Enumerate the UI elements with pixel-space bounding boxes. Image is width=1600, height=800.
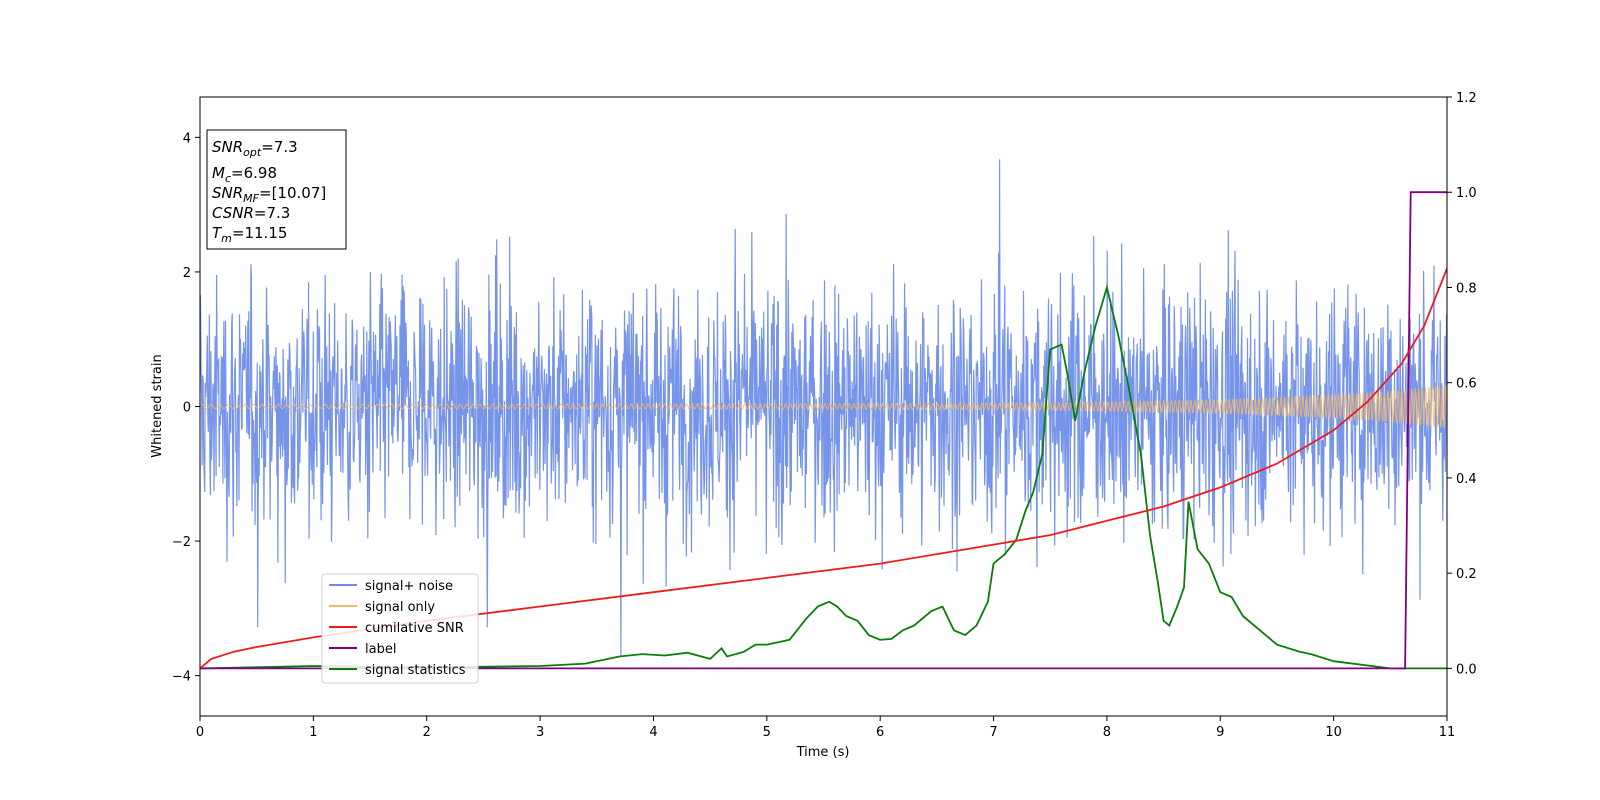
x-tick-label: 10 (1325, 725, 1342, 740)
y2-tick-label: 0.4 (1456, 472, 1477, 487)
x-tick-label: 9 (1216, 725, 1224, 740)
legend-label-signal-only: signal only (365, 600, 435, 615)
x-tick-label: 1 (309, 725, 317, 740)
parameter-annotation-box: SNRopt=7.3 Mc=6.98 SNRMF=[10.07] CSNR=7.… (206, 129, 347, 250)
x-tick-label: 8 (1103, 725, 1111, 740)
x-tick-label: 6 (876, 725, 884, 740)
snr-mf-text: SNRMF=[10.07] (212, 184, 326, 205)
legend-label-signal-statistics: signal statistics (365, 663, 466, 678)
legend-label-signal-noise: signal+ noise (365, 579, 453, 594)
series-cumulative-snr (200, 268, 1447, 670)
x-tick-label: 7 (989, 725, 997, 740)
y-tick-label: 2 (183, 266, 191, 281)
legend-label-cumulative-snr: cumilative SNR (365, 621, 464, 636)
y-axis-label: Whitened strain (150, 354, 165, 457)
y-axis-left: −4 −2 0 2 4 (172, 131, 200, 685)
x-tick-label: 0 (196, 725, 204, 740)
y2-tick-label: 1.2 (1456, 91, 1477, 106)
mc-text: Mc=6.98 (212, 164, 277, 185)
series-signal-noise (200, 159, 1447, 656)
x-tick-label: 4 (649, 725, 657, 740)
series-signal-statistics (200, 284, 1447, 670)
legend-label-label: label (365, 642, 396, 657)
y-axis-right: 0.0 0.2 0.4 0.6 0.8 1.0 1.2 (1447, 91, 1477, 677)
series-label (200, 191, 1447, 670)
tm-text: Tm=11.15 (212, 224, 287, 245)
x-axis-label: Time (s) (796, 745, 850, 760)
csnr-text: CSNR=7.3 (212, 204, 290, 222)
y-tick-label: 0 (183, 401, 191, 416)
x-axis: 0 1 2 3 4 5 6 7 8 9 10 11 (196, 716, 1455, 740)
y-tick-label: 4 (183, 131, 191, 146)
y2-tick-label: 0.2 (1456, 567, 1477, 582)
y2-tick-label: 0.6 (1456, 377, 1477, 392)
x-tick-label: 3 (536, 725, 544, 740)
y2-tick-label: 1.0 (1456, 186, 1477, 201)
x-tick-label: 2 (423, 725, 431, 740)
x-tick-label: 5 (763, 725, 771, 740)
y-tick-label: −2 (172, 535, 191, 550)
series-signal-only (200, 384, 1447, 428)
x-tick-label: 11 (1439, 725, 1456, 740)
y2-tick-label: 0.0 (1456, 662, 1477, 677)
snr-opt-text: SNRopt=7.3 (212, 138, 298, 159)
y2-tick-label: 0.8 (1456, 281, 1477, 296)
y-tick-label: −4 (172, 670, 191, 685)
legend: signal+ noise signal only cumilative SNR… (321, 573, 479, 684)
